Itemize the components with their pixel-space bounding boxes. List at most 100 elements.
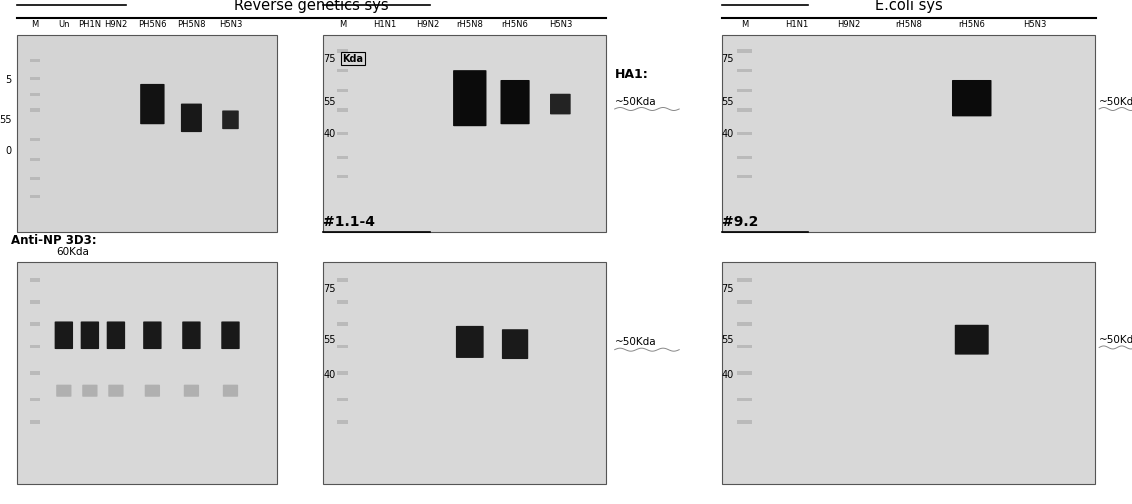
FancyBboxPatch shape — [80, 322, 100, 349]
Text: M: M — [741, 20, 748, 29]
Text: H9N2: H9N2 — [838, 20, 860, 29]
Bar — [29, 398, 41, 401]
Text: 75: 75 — [323, 54, 335, 64]
Text: #1.1-4: #1.1-4 — [323, 215, 375, 229]
Bar — [737, 108, 752, 111]
Bar — [722, 262, 1095, 484]
Text: 0: 0 — [6, 146, 11, 156]
Text: ~50Kda: ~50Kda — [1099, 335, 1132, 345]
Bar — [737, 345, 752, 348]
Bar — [737, 175, 752, 178]
Bar — [29, 323, 41, 326]
Bar — [337, 49, 349, 52]
Text: H9N2: H9N2 — [104, 20, 128, 29]
Text: Reverse genetics sys: Reverse genetics sys — [234, 0, 388, 13]
Text: 40: 40 — [323, 370, 335, 380]
Bar — [29, 278, 41, 282]
Text: #9.2: #9.2 — [722, 215, 758, 229]
Bar — [737, 132, 752, 135]
FancyBboxPatch shape — [456, 326, 483, 358]
Bar — [337, 175, 349, 178]
Bar — [323, 35, 606, 232]
Text: PH1N: PH1N — [78, 20, 102, 29]
Bar — [29, 371, 41, 375]
Text: M: M — [338, 20, 346, 29]
Bar — [29, 138, 41, 141]
Bar — [337, 132, 349, 135]
Text: H5N3: H5N3 — [1023, 20, 1047, 29]
FancyBboxPatch shape — [181, 104, 201, 132]
Bar — [737, 49, 752, 52]
FancyBboxPatch shape — [500, 80, 530, 124]
FancyBboxPatch shape — [182, 322, 200, 349]
Text: 40: 40 — [323, 129, 335, 139]
FancyBboxPatch shape — [106, 322, 126, 349]
Text: H1N1: H1N1 — [786, 20, 808, 29]
FancyBboxPatch shape — [222, 110, 239, 129]
Bar — [337, 108, 349, 111]
Bar — [337, 156, 349, 159]
Text: Un: Un — [58, 20, 69, 29]
FancyBboxPatch shape — [140, 84, 164, 124]
Bar — [29, 108, 41, 111]
Bar — [737, 69, 752, 72]
Bar — [737, 300, 752, 304]
FancyBboxPatch shape — [550, 94, 571, 114]
Bar — [29, 345, 41, 348]
Bar — [337, 278, 349, 282]
Bar — [17, 35, 277, 232]
Text: rH5N6: rH5N6 — [501, 20, 529, 29]
Text: H9N2: H9N2 — [415, 20, 439, 29]
Bar — [737, 323, 752, 326]
Bar — [722, 35, 1095, 232]
Bar — [337, 345, 349, 348]
FancyBboxPatch shape — [83, 385, 97, 397]
Bar — [29, 195, 41, 198]
Bar — [337, 323, 349, 326]
FancyBboxPatch shape — [221, 322, 240, 349]
Text: E.coli sys: E.coli sys — [875, 0, 943, 13]
FancyBboxPatch shape — [223, 385, 238, 397]
Text: 5: 5 — [5, 76, 11, 86]
FancyBboxPatch shape — [54, 322, 74, 349]
FancyBboxPatch shape — [57, 385, 71, 397]
Bar — [337, 89, 349, 92]
Bar — [29, 177, 41, 180]
Text: 40: 40 — [721, 129, 734, 139]
Text: rH5N8: rH5N8 — [456, 20, 483, 29]
Bar — [323, 262, 606, 484]
FancyBboxPatch shape — [954, 325, 988, 355]
Text: ~50Kda: ~50Kda — [615, 97, 657, 107]
Bar — [737, 371, 752, 375]
FancyBboxPatch shape — [109, 385, 123, 397]
Bar — [29, 93, 41, 96]
Text: 55: 55 — [721, 97, 734, 107]
Text: 55: 55 — [0, 115, 11, 125]
Text: HA1:: HA1: — [615, 68, 649, 81]
Text: 75: 75 — [721, 54, 734, 64]
Text: Kda: Kda — [342, 54, 363, 64]
Text: Anti-NP 3D3:: Anti-NP 3D3: — [11, 234, 97, 247]
Text: #23.2: #23.2 — [17, 0, 63, 3]
Bar — [737, 278, 752, 282]
Text: rH5N6: rH5N6 — [959, 20, 985, 29]
Bar — [337, 398, 349, 401]
Text: 60Kda: 60Kda — [57, 247, 89, 257]
Text: #9.1: #9.1 — [722, 0, 758, 3]
Bar — [29, 59, 41, 62]
Text: rH5N8: rH5N8 — [895, 20, 921, 29]
Bar — [29, 300, 41, 304]
Text: 75: 75 — [721, 284, 734, 294]
Bar — [737, 89, 752, 92]
FancyBboxPatch shape — [453, 70, 487, 126]
Bar — [337, 300, 349, 304]
Bar — [337, 371, 349, 375]
Text: 40: 40 — [721, 370, 734, 380]
Bar — [17, 262, 277, 484]
FancyBboxPatch shape — [501, 329, 529, 359]
Bar — [29, 158, 41, 161]
Text: 55: 55 — [323, 335, 335, 345]
Text: H1N1: H1N1 — [374, 20, 396, 29]
Text: 75: 75 — [323, 284, 335, 294]
Text: 55: 55 — [323, 97, 335, 107]
